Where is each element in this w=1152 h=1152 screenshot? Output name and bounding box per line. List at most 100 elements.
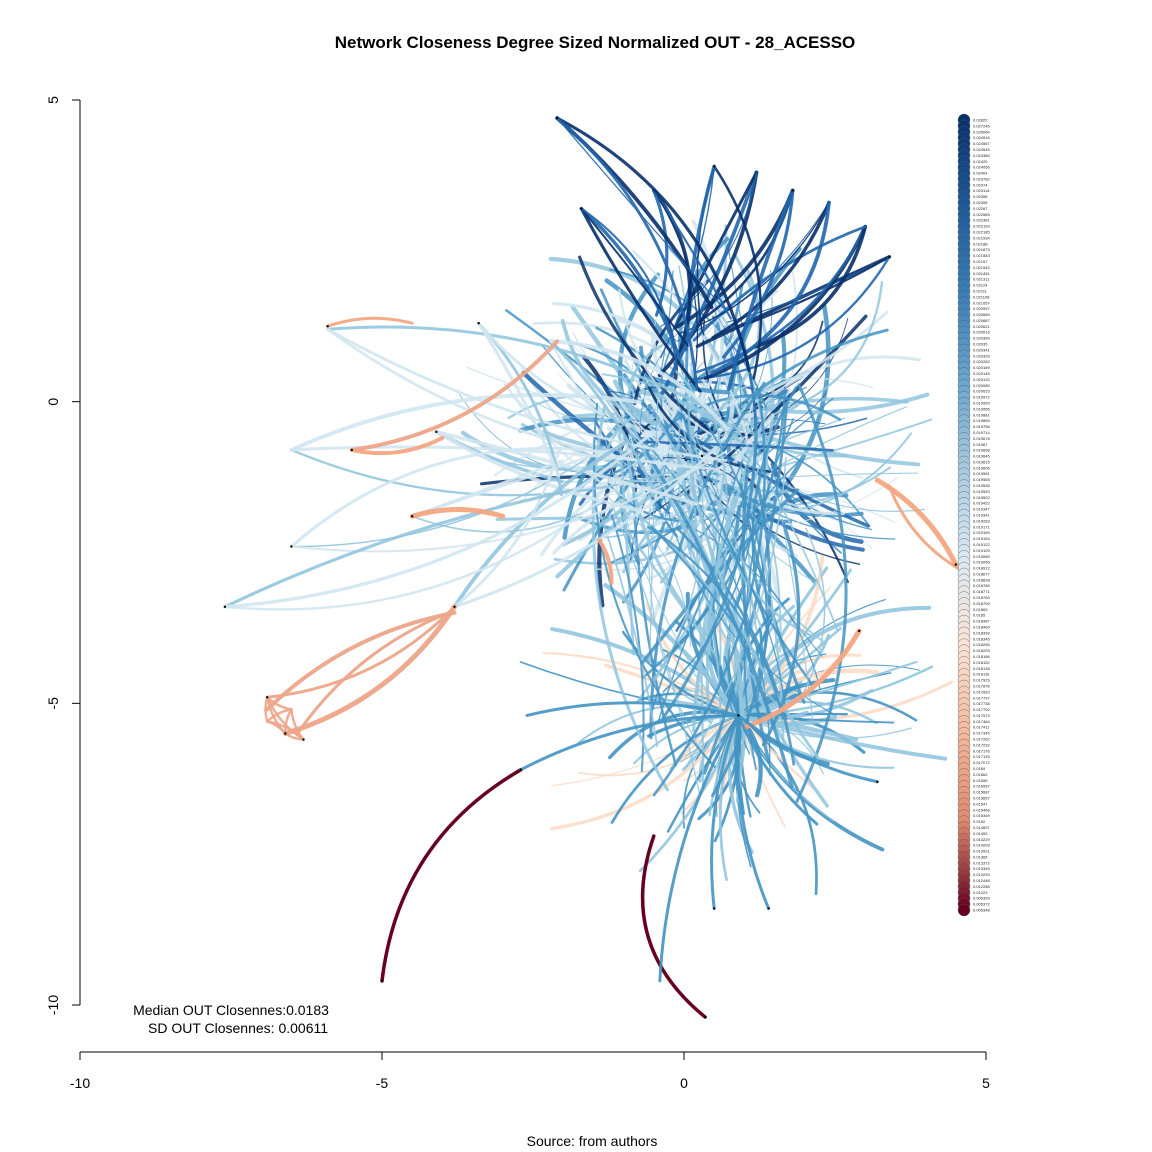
legend-label: 0.020669 [973, 312, 990, 317]
legend-label: 0.021311 [973, 277, 990, 282]
edge [265, 610, 457, 712]
legend-label: 0.02374 [973, 182, 988, 187]
color-legend: 0.028220.0272450.0250640.0249160.0245670… [957, 113, 990, 917]
edge [452, 445, 718, 609]
edge [606, 496, 691, 647]
legend-label: 0.017738 [973, 701, 990, 706]
legend-label: 0.017797 [973, 695, 990, 700]
legend-label: 0.018771 [973, 589, 990, 594]
network-node [435, 430, 438, 434]
edge [592, 402, 716, 768]
edge [753, 224, 868, 349]
legend-label: 0.018628 [973, 577, 990, 582]
edge [692, 255, 891, 381]
legend-label: 0.02404 [973, 171, 988, 176]
legend-label: 0.01655 [973, 778, 988, 783]
edge [795, 383, 848, 803]
legend-label: 0.024916 [973, 135, 990, 140]
legend-label: 0.01662 [973, 772, 988, 777]
legend-label: 0.021108 [973, 294, 990, 299]
edge [265, 708, 293, 723]
legend-label: 0.018265 [973, 642, 990, 647]
legend-label: 0.017072 [973, 760, 990, 765]
edge [326, 327, 720, 471]
edge [326, 327, 728, 462]
edge [652, 391, 766, 797]
legend-label: 0.017464 [973, 719, 990, 724]
legend-label: 0.024567 [973, 141, 990, 146]
legend-label: 0.019283 [973, 518, 990, 523]
legend-label: 0.015468 [973, 807, 990, 812]
legend-label: 0.019109 [973, 548, 990, 553]
legend-label: 0.020997 [973, 306, 990, 311]
edge [676, 527, 796, 766]
edge [380, 767, 523, 983]
edge [638, 390, 752, 455]
edge [519, 661, 740, 717]
network-node [284, 732, 287, 735]
legend-label: 0.020189 [973, 365, 990, 370]
legend-label: 0.019678 [973, 436, 990, 441]
legend-label: 0.019959 [973, 400, 990, 405]
legend-label: 0.019347 [973, 507, 990, 512]
edge [290, 456, 590, 548]
legend-label: 0.02035 [973, 342, 988, 347]
legend-label: 0.024545 [973, 147, 990, 152]
legend-label: 0.01863 [973, 607, 988, 612]
legend-label: 0.020326 [973, 353, 990, 358]
edge [646, 525, 785, 720]
edge [736, 713, 819, 826]
edge [684, 310, 889, 419]
edge [650, 525, 756, 654]
legend-label: 0.0169 [973, 766, 986, 771]
sd-stat: SD OUT Closennes: 0.00611 [148, 1020, 328, 1036]
legend-label: 0.019645 [973, 454, 990, 459]
legend-label: 0.022589 [973, 212, 990, 217]
edge [712, 165, 763, 380]
edge [741, 628, 862, 730]
edge [580, 207, 689, 347]
edge [618, 288, 715, 437]
edge [265, 720, 305, 741]
edge [802, 527, 826, 695]
edge [660, 171, 758, 327]
legend-label: 0.02308 [973, 200, 988, 205]
legend-label: 0.019865 [973, 418, 990, 423]
edge [658, 473, 756, 721]
legend-label: 0.021583 [973, 253, 990, 258]
legend-label: 0.01967 [973, 442, 988, 447]
network-node [580, 207, 583, 210]
edge [409, 507, 506, 519]
network-node [876, 780, 879, 783]
edge [736, 566, 829, 718]
legend-label: 0.020516 [973, 330, 990, 335]
edge [639, 435, 771, 776]
legend-label: 0.01453 [973, 831, 988, 836]
legend-label: 0.02306 [973, 194, 988, 199]
edge [611, 505, 700, 794]
edge [606, 408, 656, 450]
network-node [290, 545, 293, 548]
edge [519, 713, 740, 772]
network-node [700, 454, 704, 458]
legend-label: 0.021934 [973, 235, 990, 240]
edge [349, 435, 445, 456]
legend-label: 0.02157 [973, 259, 988, 264]
edge [721, 188, 795, 359]
edge [578, 714, 740, 777]
edge [737, 691, 918, 722]
legend-label: 0.019520 [973, 489, 990, 494]
legend-label: 0.019122 [973, 542, 990, 547]
legend-label: 0.017820 [973, 689, 990, 694]
legend-label: 0.019581 [973, 471, 990, 476]
edge [736, 713, 879, 784]
edge [705, 496, 736, 723]
legend-label: 0.018136 [973, 666, 990, 671]
node-layer [223, 116, 957, 1019]
network-node [791, 189, 794, 192]
edge [647, 386, 771, 473]
caption: Source: from authors [527, 1133, 658, 1149]
legend-label: 0.023114 [973, 188, 990, 193]
edge [737, 714, 895, 724]
